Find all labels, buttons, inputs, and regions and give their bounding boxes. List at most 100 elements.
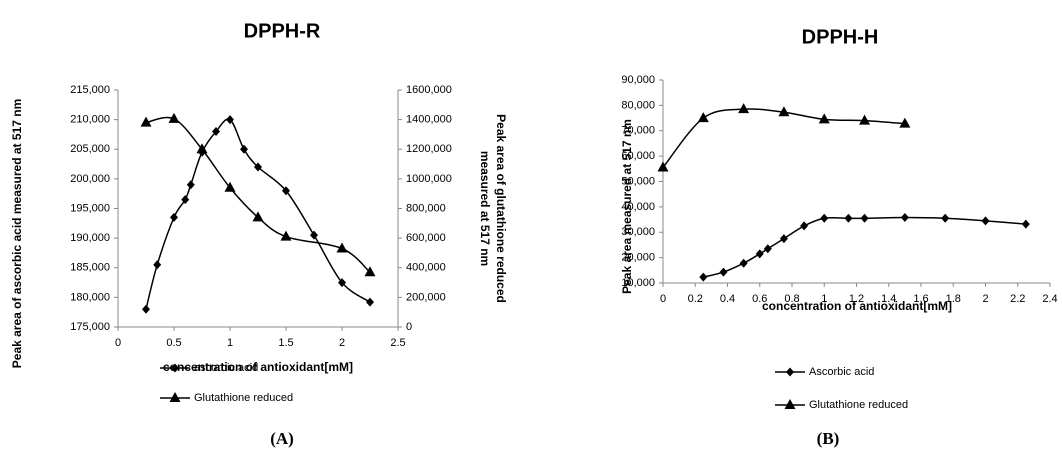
diamond-marker xyxy=(786,367,794,377)
diamond-marker xyxy=(181,195,190,205)
x-tick-label: 0.2 xyxy=(688,293,703,305)
legend-label: Glutathione reduced xyxy=(809,399,908,411)
x-tick-label: 2.5 xyxy=(390,337,405,349)
triangle-marker xyxy=(784,399,796,409)
diamond-marker xyxy=(763,244,772,254)
x-tick-label: 1.8 xyxy=(946,293,961,305)
diamond-marker xyxy=(844,213,853,223)
y2-tick-label: 1400,000 xyxy=(406,114,452,126)
triangle-marker xyxy=(336,242,348,253)
diamond-marker xyxy=(310,230,318,240)
x-tick-label: 2 xyxy=(339,337,345,349)
triangle-marker xyxy=(738,103,750,114)
triangle-marker xyxy=(196,143,208,154)
y2-tick-label: 200,000 xyxy=(406,291,446,303)
triangle-marker xyxy=(657,161,669,172)
x-tick-label: 1.6 xyxy=(913,293,928,305)
triangle-marker xyxy=(364,266,376,277)
y2-tick-label: 400,000 xyxy=(406,262,446,274)
diamond-marker xyxy=(212,126,220,136)
triangle-marker xyxy=(280,230,292,241)
diamond-marker xyxy=(941,213,950,223)
y-tick-label: 40,000 xyxy=(621,201,655,213)
y-tick-label: 80,000 xyxy=(621,99,655,111)
triangle-marker xyxy=(168,112,180,123)
series-line xyxy=(703,216,1026,278)
x-axis-label: concentration of antioxidant[mM] xyxy=(762,299,952,313)
y-tick-label: 200,000 xyxy=(70,173,110,185)
x-tick-label: 1 xyxy=(821,293,827,305)
series-line xyxy=(145,116,371,273)
chart-title: DPPH-R xyxy=(244,20,321,42)
panel-label: (B) xyxy=(817,429,840,448)
x-axis-label: concentration of antioxidant[mM] xyxy=(163,360,353,374)
diamond-marker xyxy=(860,213,869,223)
x-tick-label: 2.4 xyxy=(1042,293,1057,305)
diamond-marker xyxy=(779,234,788,244)
y-tick-label: 185,000 xyxy=(70,262,110,274)
diamond-marker xyxy=(153,260,162,270)
y2-axis-label: Peak area of glutathione reduced xyxy=(494,114,508,303)
diamond-marker xyxy=(1021,219,1030,229)
x-tick-label: 0.8 xyxy=(784,293,799,305)
y-tick-label: 175,000 xyxy=(70,321,110,333)
x-tick-label: 1.2 xyxy=(849,293,864,305)
diamond-marker xyxy=(240,144,248,154)
x-tick-label: 0.4 xyxy=(720,293,735,305)
y-tick-label: 30,000 xyxy=(621,226,655,238)
triangle-marker xyxy=(859,114,871,125)
y-tick-label: 10,000 xyxy=(621,277,655,289)
triangle-marker xyxy=(224,181,236,192)
x-tick-label: 1.5 xyxy=(278,337,293,349)
y2-tick-label: 600,000 xyxy=(406,232,446,244)
triangle-marker xyxy=(818,113,830,124)
diamond-marker xyxy=(699,272,708,282)
triangle-marker xyxy=(778,106,790,117)
y2-tick-label: 800,000 xyxy=(406,202,446,214)
y-tick-label: 60,000 xyxy=(621,150,655,162)
y-tick-label: 195,000 xyxy=(70,202,110,214)
diamond-marker xyxy=(800,221,809,231)
y2-tick-label: 0 xyxy=(406,321,412,333)
x-tick-label: 1.4 xyxy=(881,293,896,305)
x-tick-label: 0.6 xyxy=(752,293,767,305)
x-tick-label: 2 xyxy=(982,293,988,305)
panel-label: (A) xyxy=(270,429,294,448)
diamond-marker xyxy=(719,267,728,277)
triangle-marker xyxy=(169,392,181,402)
diamond-marker xyxy=(820,213,829,223)
x-tick-label: 0 xyxy=(115,337,121,349)
y2-tick-label: 1000,000 xyxy=(406,173,452,185)
triangle-marker xyxy=(899,117,911,128)
diamond-marker xyxy=(254,162,262,172)
triangle-marker xyxy=(697,112,709,123)
y2-tick-label: 1600,000 xyxy=(406,84,452,96)
x-tick-label: 0.5 xyxy=(166,337,181,349)
diamond-marker xyxy=(186,180,195,190)
y-tick-label: 70,000 xyxy=(621,125,655,137)
triangle-marker xyxy=(252,211,264,222)
y-tick-label: 90,000 xyxy=(621,74,655,86)
y-axis-label: Peak area measured at 517 nm xyxy=(620,119,634,294)
y2-axis-label: measured at 517 nm xyxy=(478,151,492,266)
y-tick-label: 180,000 xyxy=(70,291,110,303)
x-tick-label: 2.2 xyxy=(1010,293,1025,305)
y-axis-label: Peak area of ascorbic acid measured at 5… xyxy=(10,99,24,368)
y-tick-label: 20,000 xyxy=(621,252,655,264)
triangle-marker xyxy=(140,116,152,127)
diamond-marker xyxy=(282,186,290,196)
diamond-marker xyxy=(755,249,764,259)
legend-label: ascorbic acid xyxy=(194,362,258,374)
x-tick-label: 1 xyxy=(227,337,233,349)
diamond-marker xyxy=(171,363,179,373)
diamond-marker xyxy=(142,304,150,314)
diamond-marker xyxy=(739,258,748,268)
diamond-marker xyxy=(366,297,374,307)
chart-title: DPPH-H xyxy=(802,26,879,48)
diamond-marker xyxy=(226,115,234,125)
diamond-marker xyxy=(338,278,346,288)
y-tick-label: 205,000 xyxy=(70,143,110,155)
series-line xyxy=(662,108,905,169)
legend-label: Ascorbic acid xyxy=(809,366,874,378)
legend-label: Glutathione reduced xyxy=(194,392,293,404)
